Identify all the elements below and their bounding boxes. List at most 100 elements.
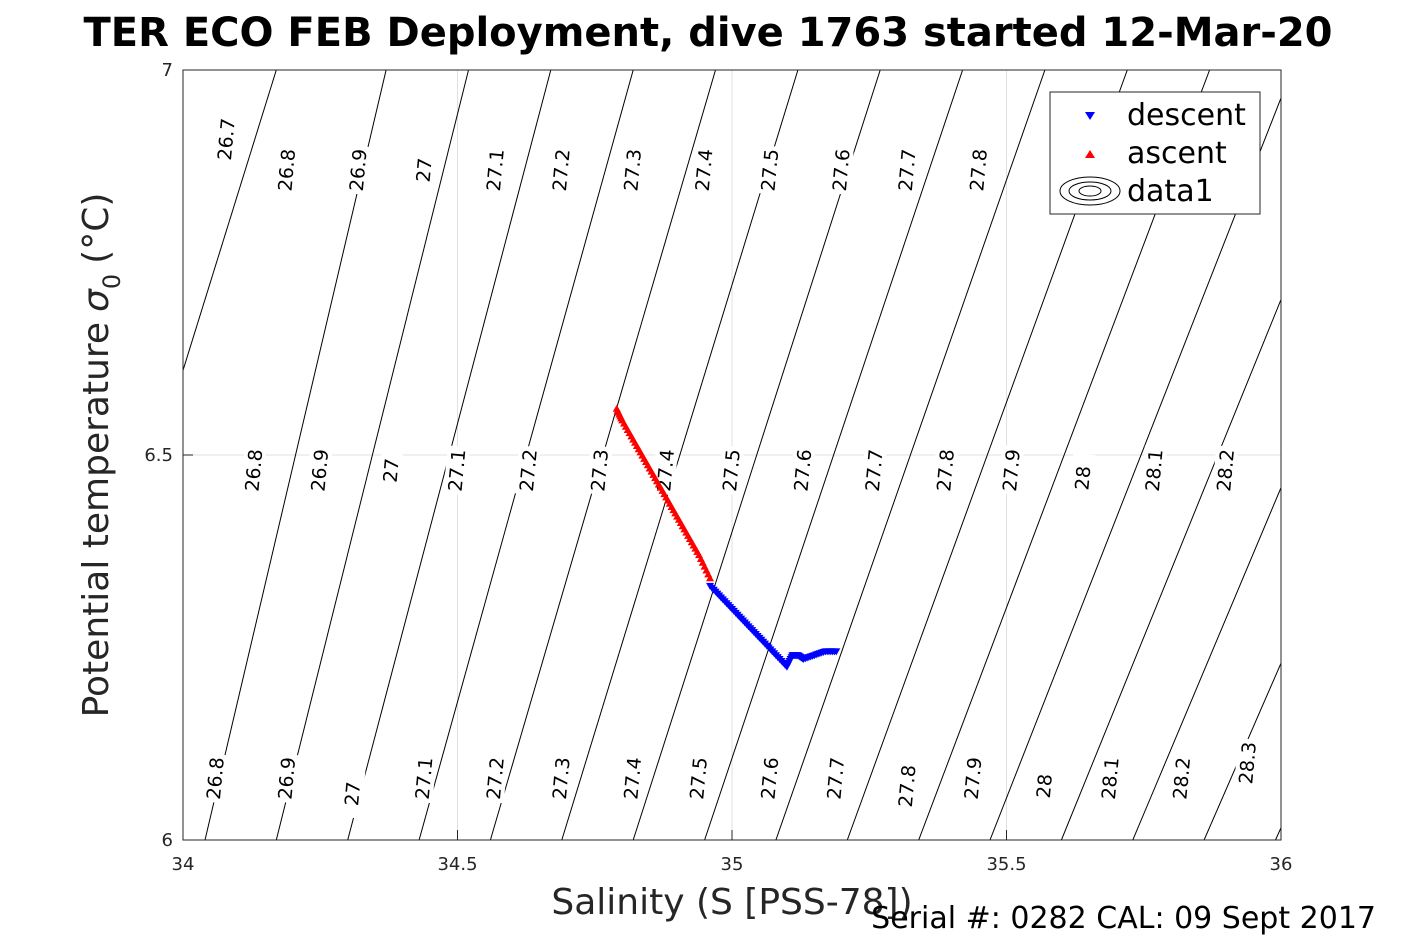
contour-label-text: 27.1	[445, 448, 471, 492]
contour-label: 27.3	[619, 145, 646, 195]
contour-label: 27.2	[514, 445, 542, 496]
contour-label-text: 27	[413, 157, 437, 183]
legend-ascent-label: ascent	[1127, 136, 1227, 171]
contour-label: 27	[377, 445, 404, 496]
contour-label: 27.8	[964, 145, 992, 195]
contour-label: 27.5	[717, 445, 745, 496]
legend: descent ascent data1	[1049, 91, 1261, 215]
y-tick-label: 6.5	[144, 445, 173, 466]
contour-label-text: 28.3	[1235, 741, 1261, 785]
descent-point	[832, 648, 841, 656]
y-axis-label-unit: (°C)	[76, 193, 117, 264]
contour-label-text: 27.5	[686, 756, 712, 800]
y-axis-label: Potential temperature σ0 (°C)	[76, 193, 126, 718]
contour-label: 27	[410, 145, 437, 195]
legend-descent-marker	[1085, 112, 1095, 120]
isopycnal-line	[1132, 486, 1281, 840]
contour-label: 27.8	[893, 761, 921, 811]
contour-label: 26.9	[344, 145, 372, 195]
legend-descent-label: descent	[1127, 98, 1246, 133]
contour-label: 27.8	[931, 445, 959, 496]
x-tick-label: 35	[721, 854, 744, 875]
contour-label: 27.7	[860, 445, 888, 496]
x-tick-label: 35.5	[986, 854, 1026, 875]
contour-label-text: 27.6	[757, 756, 783, 800]
contour-label: 27.1	[481, 145, 509, 195]
contour-label-text: 27.7	[823, 756, 849, 800]
contour-label-text: 27.2	[516, 448, 542, 492]
contour-label: 26.7	[212, 114, 240, 165]
contour-label: 26.8	[240, 445, 267, 496]
serial-cal-text: Serial #: 0282 CAL: 09 Sept 2017	[871, 901, 1376, 936]
contour-label-text: 27.1	[483, 148, 509, 192]
contour-label-text: 27.3	[549, 756, 575, 800]
contour-label-text: 27	[380, 457, 404, 483]
contour-label: 28	[1069, 453, 1096, 503]
y-tick-label: 7	[162, 60, 173, 81]
contour-label-text: 27.8	[933, 448, 959, 492]
contour-label: 27.4	[651, 445, 679, 496]
contour-label-text: 27.2	[549, 148, 575, 192]
isopycnal-line	[632, 70, 881, 840]
contour-label-text: 28.1	[1142, 448, 1168, 492]
contour-label: 26.8	[201, 753, 229, 804]
data-points	[612, 404, 841, 671]
contour-label-text: 27.6	[829, 148, 855, 192]
contour-label: 27.4	[690, 145, 718, 195]
contour-label: 27.2	[481, 753, 509, 804]
contour-label-text: 26.8	[274, 148, 300, 192]
contour-label: 27.5	[684, 753, 712, 804]
contour-label: 27.9	[959, 753, 987, 804]
contour-label-text: 27.5	[757, 148, 783, 192]
isopycnal-line	[561, 70, 799, 840]
contour-label-text: 27.4	[620, 756, 646, 800]
contour-label: 27	[339, 768, 366, 819]
contour-label-text: 27.6	[790, 448, 816, 492]
y-axis-label-main: Potential temperature	[76, 322, 117, 717]
isopycnal-line	[1275, 826, 1281, 840]
contour-label-text: 27.3	[620, 148, 646, 192]
contour-label-text: 28.2	[1213, 448, 1239, 492]
contour-label-text: 27.7	[862, 448, 888, 492]
contour-label: 26.9	[273, 753, 300, 804]
isopycnal-line	[775, 70, 1046, 840]
contour-labels: 26.7 26.8 26.9 27 27.1 27.2 27.3 27.4 27.5 27.6 27…	[201, 114, 1261, 819]
contour-label-text: 27.7	[895, 148, 921, 192]
contour-label-text: 28	[1071, 465, 1095, 491]
contour-label-text: 27	[341, 781, 365, 807]
contour-label: 28	[1030, 761, 1058, 811]
contour-label: 26.8	[273, 145, 300, 195]
contour-label: 28.1	[1140, 445, 1168, 496]
y-tick-label: 6	[162, 830, 173, 851]
isopycnal-line	[204, 70, 387, 840]
y-axis-label-subscript: 0	[98, 274, 126, 289]
contour-label-text: 26.9	[274, 756, 300, 800]
contour-label: 28.1	[1096, 753, 1124, 804]
contour-label-text: 27.8	[966, 148, 992, 192]
legend-box	[1049, 91, 1261, 215]
contour-label: 26.9	[306, 445, 333, 496]
x-tick-label: 34	[172, 854, 195, 875]
contour-label: 27.1	[410, 753, 438, 804]
contour-label: 27.3	[586, 445, 613, 496]
contour-label-text: 26.9	[346, 148, 372, 192]
contour-label: 27.4	[619, 753, 646, 804]
contour-label: 27.7	[893, 145, 921, 195]
contour-label: 27.3	[547, 753, 575, 804]
legend-data1-marker	[1059, 176, 1121, 206]
contour-label: 27.6	[827, 145, 855, 195]
contour-label-text: 26.8	[241, 448, 267, 492]
contour-label: 27.5	[756, 145, 783, 195]
contour-label: 27.7	[822, 753, 849, 804]
contour-label: 27.6	[789, 445, 816, 496]
contour-label-text: 26.9	[307, 448, 333, 492]
contour-label-text: 27.2	[483, 756, 509, 800]
contour-label-text: 27.8	[895, 764, 921, 808]
contour-label-text: 27.4	[692, 148, 718, 192]
contour-label-text: 27.9	[961, 756, 987, 800]
legend-data1-label: data1	[1127, 174, 1214, 209]
contour-label: 27.1	[443, 445, 471, 496]
isopycnal-line	[704, 70, 964, 840]
isopycnal-line	[1203, 661, 1281, 840]
